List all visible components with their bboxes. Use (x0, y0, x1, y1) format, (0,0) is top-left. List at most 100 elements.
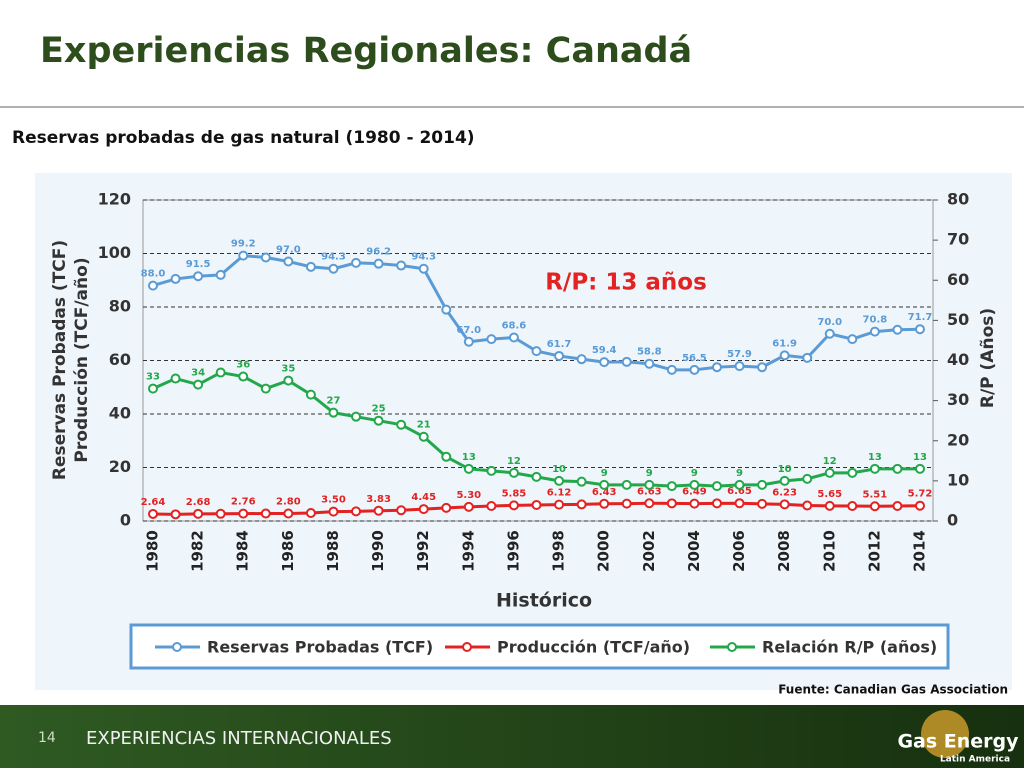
subtitle: Reservas probadas de gas natural (1980 -… (12, 128, 475, 148)
legend-label: Relación R/P (años) (762, 638, 937, 657)
point (599, 498, 610, 509)
point (531, 471, 542, 482)
data-label: 94.3 (411, 252, 436, 263)
y-tick-label: 60 (109, 350, 131, 369)
y2-tick-label: 0 (947, 511, 958, 530)
data-label: 9 (691, 468, 698, 479)
point (193, 508, 204, 519)
point (396, 260, 407, 271)
legend-label: Producción (TCF/año) (497, 638, 690, 657)
point (260, 508, 271, 519)
data-label: 58.8 (637, 347, 662, 358)
point (396, 505, 407, 516)
point (328, 407, 339, 418)
point (757, 479, 768, 490)
data-label: 13 (462, 452, 476, 463)
source: Fuente: Canadian Gas Association (778, 683, 1008, 697)
data-label: 6.43 (592, 487, 617, 498)
logo-sub: Latin America (940, 755, 1010, 765)
y2-tick-label: 20 (947, 430, 969, 449)
point (238, 508, 249, 519)
point (802, 352, 813, 363)
data-label: 35 (281, 364, 295, 375)
point (148, 508, 158, 519)
data-label: 88.0 (141, 269, 166, 280)
data-label: 3.50 (321, 495, 346, 506)
point (441, 304, 452, 315)
point (554, 350, 565, 361)
data-label: 59.4 (592, 345, 617, 356)
legend-marker (727, 642, 737, 652)
point (215, 367, 226, 378)
point (351, 257, 362, 268)
point (666, 498, 677, 509)
x-tick-label: 2010 (820, 530, 838, 572)
point (373, 258, 384, 269)
point (283, 508, 294, 519)
point (757, 498, 768, 509)
data-label: 33 (146, 372, 160, 383)
point (351, 506, 362, 517)
point (711, 498, 722, 509)
x-tick-label: 2002 (640, 530, 658, 572)
point (779, 350, 790, 361)
logo-globe (921, 710, 969, 758)
y2-tick-label: 30 (947, 390, 969, 409)
point (531, 346, 542, 357)
point (915, 463, 925, 474)
point (486, 334, 497, 345)
data-label: 5.85 (502, 488, 527, 499)
point (148, 383, 158, 394)
point (373, 415, 384, 426)
legend (129, 623, 950, 670)
x-tick-label: 1998 (550, 530, 568, 572)
point (576, 499, 587, 510)
data-label: 67.0 (456, 325, 481, 336)
x-tick-label: 2012 (865, 530, 883, 572)
y-tick-label: 20 (109, 457, 131, 476)
point (215, 508, 226, 519)
data-label: 9 (736, 468, 743, 479)
y-tick-label: 100 (98, 243, 131, 262)
point (418, 431, 429, 442)
x-tick-label: 1990 (369, 530, 387, 572)
point (305, 507, 316, 518)
point (644, 498, 655, 509)
data-label: 2.80 (276, 497, 301, 508)
x-tick-label: 2000 (595, 530, 613, 572)
data-label: 9 (646, 468, 653, 479)
legend-marker (462, 642, 472, 652)
data-label: 10 (552, 464, 566, 475)
y-tick-label: 40 (109, 404, 131, 423)
point (238, 371, 249, 382)
data-label: 99.2 (231, 239, 256, 250)
y-axis-label: Reservas Probadas (TCF) (50, 240, 70, 480)
point (463, 463, 474, 474)
point (486, 501, 497, 512)
point (396, 419, 407, 430)
data-label: 56.5 (682, 353, 707, 364)
data-label: 12 (507, 456, 521, 467)
data-label: 61.9 (772, 338, 797, 349)
data-label: 2.68 (186, 497, 211, 508)
point (554, 475, 565, 486)
data-label: 6.23 (772, 487, 797, 498)
point (508, 500, 519, 511)
point (644, 358, 655, 369)
point (148, 280, 158, 291)
annotation: R/P: 13 años (545, 270, 707, 296)
y2-tick-label: 40 (947, 350, 969, 369)
data-label: 4.45 (411, 492, 436, 503)
point (779, 475, 790, 486)
point (351, 411, 362, 422)
point (621, 498, 632, 509)
data-label: 5.30 (456, 490, 481, 501)
page-number: 14 (38, 730, 56, 746)
point (892, 324, 903, 335)
data-label: 36 (236, 360, 250, 371)
point (576, 476, 587, 487)
footer-bar (0, 705, 1024, 768)
data-label: 13 (913, 452, 927, 463)
point (418, 504, 429, 515)
point (170, 373, 181, 384)
